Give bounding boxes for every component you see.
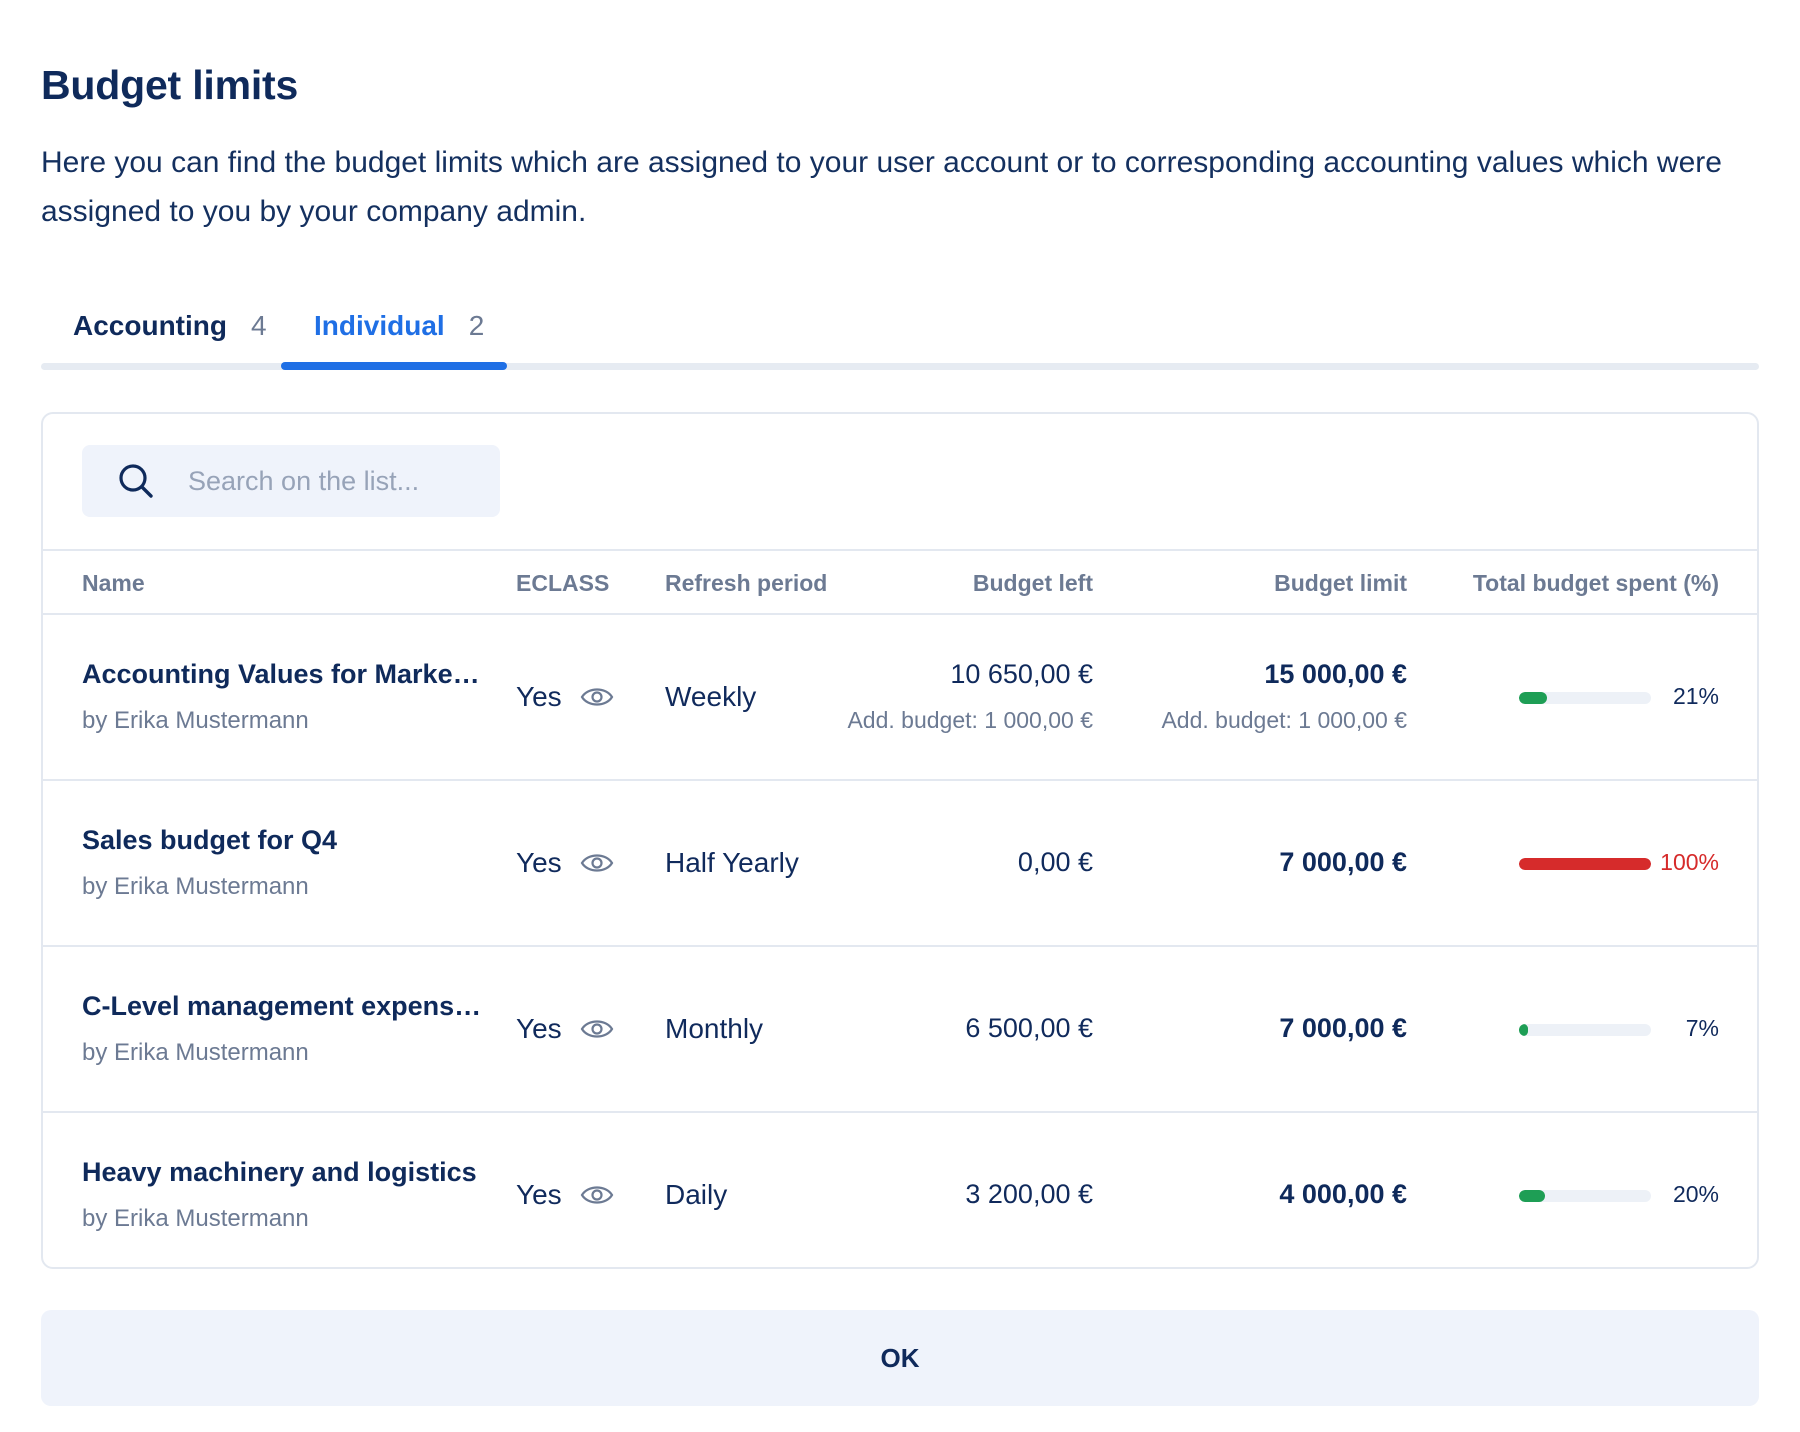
eye-icon[interactable] bbox=[580, 1183, 614, 1207]
page-title: Budget limits bbox=[41, 62, 299, 108]
search-input[interactable] bbox=[188, 465, 488, 497]
row-budget-left: 6 500,00 € bbox=[965, 1013, 1093, 1043]
column-header-name[interactable]: Name bbox=[82, 570, 145, 596]
tab-label: Accounting bbox=[73, 310, 227, 341]
budget-table-card: Name ECLASS Refresh period Budget left B… bbox=[41, 412, 1759, 1269]
row-budget-left: 0,00 € bbox=[1017, 847, 1093, 877]
eclass-value: Yes bbox=[516, 681, 562, 712]
row-spent-percent: 100% bbox=[1660, 849, 1719, 875]
eye-icon[interactable] bbox=[580, 1017, 614, 1041]
row-name[interactable]: C-Level management expenses budget bbox=[82, 991, 482, 1021]
table-header: Name ECLASS Refresh period Budget left B… bbox=[43, 551, 1757, 615]
divider bbox=[43, 779, 1757, 781]
row-budget-limit: 4 000,00 € bbox=[1279, 1179, 1407, 1209]
column-header-refresh-period[interactable]: Refresh period bbox=[665, 570, 828, 596]
table-row[interactable]: Sales budget for Q4 by Erika Mustermann … bbox=[43, 781, 1757, 945]
tab-track bbox=[41, 363, 1759, 370]
row-eclass: Yes bbox=[516, 1179, 614, 1211]
row-spent-percent: 21% bbox=[1672, 683, 1719, 709]
row-refresh-period: Weekly bbox=[665, 681, 757, 712]
eye-icon[interactable] bbox=[580, 685, 614, 709]
row-spent-percent: 20% bbox=[1672, 1181, 1719, 1207]
row-owner: by Erika Mustermann bbox=[82, 707, 309, 734]
spent-progress-bar bbox=[1519, 1190, 1651, 1202]
column-header-budget-limit[interactable]: Budget limit bbox=[1274, 570, 1407, 596]
row-budget-limit: 7 000,00 € bbox=[1279, 847, 1407, 877]
row-name[interactable]: Accounting Values for Marketing bbox=[82, 659, 482, 689]
eclass-value: Yes bbox=[516, 1179, 562, 1210]
spent-progress-bar bbox=[1519, 692, 1651, 704]
tab-count: 4 bbox=[251, 310, 267, 341]
page-description: Here you can find the budget limits whic… bbox=[41, 146, 1722, 228]
tab-accounting[interactable]: Accounting 4 bbox=[73, 300, 267, 352]
row-refresh-period: Half Yearly bbox=[665, 847, 799, 878]
column-header-eclass[interactable]: ECLASS bbox=[516, 570, 610, 596]
active-tab-indicator bbox=[281, 362, 507, 370]
column-header-total-spent[interactable]: Total budget spent (%) bbox=[1472, 570, 1719, 596]
row-budget-left: 10 650,00 € bbox=[950, 659, 1093, 689]
table-row[interactable]: Heavy machinery and logistics by Erika M… bbox=[43, 1113, 1757, 1277]
tab-individual[interactable]: Individual 2 bbox=[314, 300, 484, 352]
divider bbox=[43, 613, 1757, 615]
divider bbox=[43, 1111, 1757, 1113]
row-budget-limit: 15 000,00 € bbox=[1264, 659, 1407, 689]
table-row[interactable]: C-Level management expenses budget by Er… bbox=[43, 947, 1757, 1111]
row-owner: by Erika Mustermann bbox=[82, 873, 309, 900]
row-spent-percent: 7% bbox=[1685, 1015, 1719, 1041]
row-budget-limit-additional: Add. budget: 1 000,00 € bbox=[1161, 707, 1407, 733]
row-eclass: Yes bbox=[516, 847, 614, 879]
ok-button[interactable]: OK bbox=[41, 1310, 1759, 1406]
tab-bar: Accounting 4 Individual 2 bbox=[41, 290, 1759, 370]
table-row[interactable]: Accounting Values for Marketing by Erika… bbox=[43, 615, 1757, 779]
row-refresh-period: Daily bbox=[665, 1179, 728, 1210]
row-budget-limit: 7 000,00 € bbox=[1279, 1013, 1407, 1043]
row-budget-left: 3 200,00 € bbox=[965, 1179, 1093, 1209]
search-icon bbox=[119, 464, 153, 498]
spent-progress-bar bbox=[1519, 1024, 1651, 1036]
row-owner: by Erika Mustermann bbox=[82, 1205, 309, 1232]
row-budget-left-additional: Add. budget: 1 000,00 € bbox=[847, 707, 1093, 733]
divider bbox=[43, 549, 1757, 551]
spent-progress-fill bbox=[1519, 858, 1651, 870]
row-eclass: Yes bbox=[516, 1013, 614, 1045]
eye-icon[interactable] bbox=[580, 851, 614, 875]
row-name[interactable]: Sales budget for Q4 bbox=[82, 825, 338, 855]
tab-count: 2 bbox=[468, 310, 485, 341]
search-box[interactable] bbox=[82, 445, 500, 517]
row-owner: by Erika Mustermann bbox=[82, 1039, 309, 1066]
spent-progress-fill bbox=[1519, 1190, 1546, 1202]
spent-progress-fill bbox=[1519, 1024, 1529, 1036]
spent-progress-bar bbox=[1519, 858, 1651, 870]
column-header-budget-left[interactable]: Budget left bbox=[972, 570, 1093, 596]
row-eclass: Yes bbox=[516, 681, 614, 713]
divider bbox=[43, 945, 1757, 947]
row-name[interactable]: Heavy machinery and logistics bbox=[82, 1157, 477, 1187]
row-refresh-period: Monthly bbox=[665, 1013, 764, 1044]
tab-label: Individual bbox=[314, 310, 445, 341]
spent-progress-fill bbox=[1519, 692, 1547, 704]
eclass-value: Yes bbox=[516, 847, 562, 878]
eclass-value: Yes bbox=[516, 1013, 562, 1044]
